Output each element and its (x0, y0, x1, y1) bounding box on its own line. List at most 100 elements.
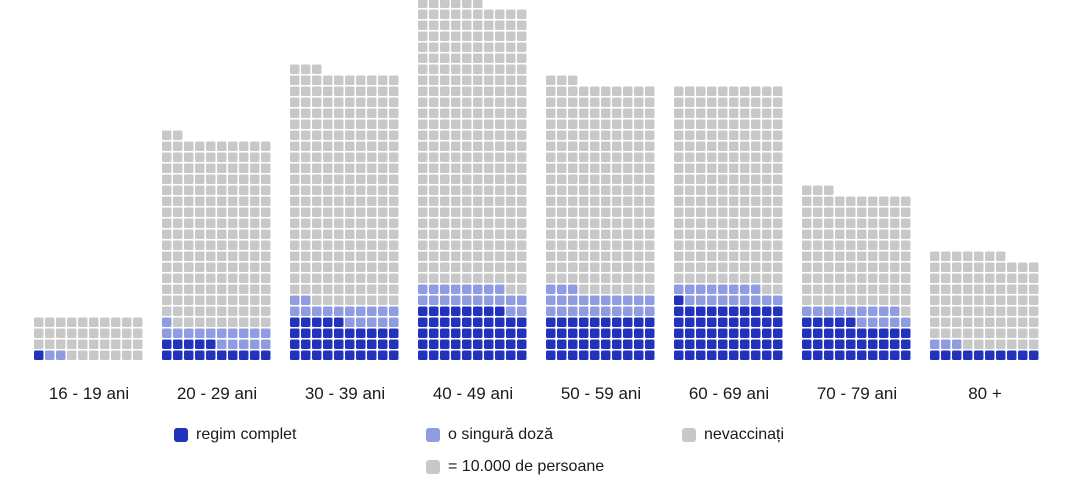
waffle-square-unvaccinated (378, 141, 388, 151)
waffle-square-unvaccinated (1029, 339, 1039, 349)
waffle-square-full (813, 350, 823, 360)
waffle-square-unvaccinated (740, 240, 750, 250)
waffle-square-unvaccinated (418, 75, 428, 85)
waffle-square-unvaccinated (674, 196, 684, 206)
waffle-square-unvaccinated (495, 130, 505, 140)
waffle-square-unvaccinated (451, 75, 461, 85)
waffle-square-unvaccinated (890, 295, 900, 305)
waffle-square-unvaccinated (323, 97, 333, 107)
waffle-square-full (462, 339, 472, 349)
waffle-square-unvaccinated (773, 207, 783, 217)
waffle-square-unvaccinated (740, 251, 750, 261)
waffle-square-unvaccinated (645, 218, 655, 228)
waffle-square-unvaccinated (195, 196, 205, 206)
waffle-square-unvaccinated (440, 273, 450, 283)
waffle-square-unvaccinated (217, 295, 227, 305)
waffle-square-partial (250, 339, 260, 349)
waffle-square-unvaccinated (323, 130, 333, 140)
waffle-square-unvaccinated (996, 306, 1006, 316)
waffle-square-unvaccinated (239, 240, 249, 250)
waffle-square-unvaccinated (301, 86, 311, 96)
waffle-square-unvaccinated (601, 97, 611, 107)
waffle-square-partial (590, 306, 600, 316)
waffle-square-full (184, 339, 194, 349)
waffle-square-unvaccinated (334, 207, 344, 217)
waffle-square-partial (590, 295, 600, 305)
waffle-square-unvaccinated (685, 251, 695, 261)
waffle-square-unvaccinated (239, 306, 249, 316)
waffle-square-unvaccinated (473, 0, 483, 8)
waffle-square-unvaccinated (974, 251, 984, 261)
waffle-square-unvaccinated (1029, 306, 1039, 316)
waffle-square-unvaccinated (239, 196, 249, 206)
waffle-square-full (824, 317, 834, 327)
waffle-square-unvaccinated (228, 251, 238, 261)
waffle-square-unvaccinated (250, 295, 260, 305)
waffle-square-unvaccinated (857, 295, 867, 305)
waffle-square-full (1029, 350, 1039, 360)
waffle-square-unvaccinated (290, 174, 300, 184)
waffle-square-unvaccinated (462, 251, 472, 261)
waffle-square-unvaccinated (707, 86, 717, 96)
waffle-square-full (696, 306, 706, 316)
waffle-square-unvaccinated (557, 240, 567, 250)
waffle-square-unvaccinated (484, 218, 494, 228)
waffle-square-unvaccinated (590, 141, 600, 151)
waffle-square-full (495, 317, 505, 327)
waffle-square-unvaccinated (334, 141, 344, 151)
waffle-square-unvaccinated (890, 262, 900, 272)
waffle-square-unvaccinated (773, 163, 783, 173)
waffle-square-full (773, 350, 783, 360)
waffle-square-partial (824, 306, 834, 316)
waffle-square-unvaccinated (718, 262, 728, 272)
waffle-square-unvaccinated (162, 306, 172, 316)
waffle-square-unvaccinated (729, 240, 739, 250)
waffle-square-unvaccinated (323, 273, 333, 283)
waffle-square-unvaccinated (250, 141, 260, 151)
waffle-square-unvaccinated (941, 295, 951, 305)
waffle-square-unvaccinated (762, 141, 772, 151)
waffle-square-unvaccinated (206, 306, 216, 316)
waffle-square-unvaccinated (34, 339, 44, 349)
waffle-square-unvaccinated (601, 218, 611, 228)
waffle-square-full (301, 328, 311, 338)
waffle-square-unvaccinated (601, 152, 611, 162)
waffle-square-unvaccinated (762, 196, 772, 206)
waffle-square-partial (952, 339, 962, 349)
waffle-square-unvaccinated (378, 240, 388, 250)
waffle-square-unvaccinated (568, 130, 578, 140)
waffle-square-partial (45, 350, 55, 360)
waffle-square-unvaccinated (473, 163, 483, 173)
waffle-square-unvaccinated (429, 86, 439, 96)
waffle-square-unvaccinated (440, 262, 450, 272)
waffle-square-unvaccinated (173, 218, 183, 228)
waffle-square-unvaccinated (418, 42, 428, 52)
waffle-square-unvaccinated (824, 229, 834, 239)
waffle-square-unvaccinated (367, 196, 377, 206)
waffle-square-unvaccinated (890, 251, 900, 261)
waffle-square-unvaccinated (517, 97, 527, 107)
waffle-square-unvaccinated (473, 108, 483, 118)
waffle-square-unvaccinated (484, 229, 494, 239)
waffle-square-unvaccinated (473, 218, 483, 228)
waffle-square-unvaccinated (773, 119, 783, 129)
waffle-square-unvaccinated (1018, 317, 1028, 327)
waffle-square-unvaccinated (696, 251, 706, 261)
waffle-square-unvaccinated (429, 20, 439, 30)
waffle-square-full (729, 339, 739, 349)
waffle-square-unvaccinated (173, 174, 183, 184)
waffle-square-unvaccinated (773, 196, 783, 206)
waffle-square-unvaccinated (484, 86, 494, 96)
waffle-square-unvaccinated (301, 196, 311, 206)
waffle-square-partial (718, 284, 728, 294)
waffle-square-full (484, 339, 494, 349)
waffle-square-unvaccinated (378, 108, 388, 118)
waffle-square-unvaccinated (645, 130, 655, 140)
waffle-square-unvaccinated (462, 97, 472, 107)
waffle-square-unvaccinated (239, 185, 249, 195)
waffle-square-unvaccinated (250, 152, 260, 162)
waffle-square-unvaccinated (1007, 328, 1017, 338)
waffle-square-unvaccinated (623, 152, 633, 162)
waffle-square-unvaccinated (974, 273, 984, 283)
waffle-square-unvaccinated (418, 108, 428, 118)
